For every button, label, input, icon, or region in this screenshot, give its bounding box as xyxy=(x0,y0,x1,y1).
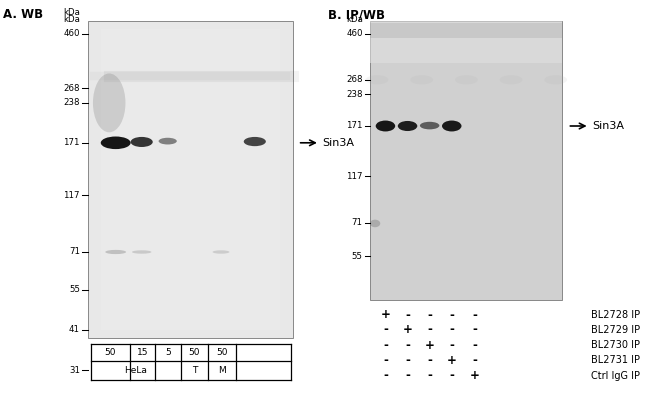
Bar xyxy=(88,21,292,338)
Ellipse shape xyxy=(420,122,439,129)
Text: BL2730 IP: BL2730 IP xyxy=(592,340,640,350)
Text: +: + xyxy=(469,370,480,382)
Text: -: - xyxy=(427,309,432,321)
Text: HeLa: HeLa xyxy=(124,366,148,375)
Text: -: - xyxy=(427,354,432,367)
Text: 268: 268 xyxy=(346,75,363,84)
Text: 50: 50 xyxy=(188,348,200,357)
Ellipse shape xyxy=(213,250,229,254)
Text: -: - xyxy=(449,323,454,336)
Text: -: - xyxy=(405,339,410,352)
Text: +: + xyxy=(424,339,435,352)
Text: -: - xyxy=(472,323,477,336)
Text: +: + xyxy=(380,309,391,321)
Text: 268: 268 xyxy=(64,84,80,93)
Text: Ctrl IgG IP: Ctrl IgG IP xyxy=(592,371,640,381)
Ellipse shape xyxy=(398,121,417,131)
Text: BL2729 IP: BL2729 IP xyxy=(591,325,640,335)
Text: Sin3A: Sin3A xyxy=(592,121,624,131)
Text: T: T xyxy=(192,366,197,375)
Text: 71: 71 xyxy=(352,218,363,227)
Text: 117: 117 xyxy=(64,191,80,200)
Text: -: - xyxy=(383,323,388,336)
Text: 50: 50 xyxy=(216,348,228,357)
Text: -: - xyxy=(472,309,477,321)
Text: kDa: kDa xyxy=(346,15,363,24)
Text: 5: 5 xyxy=(165,348,170,357)
Text: 55: 55 xyxy=(352,252,363,261)
Ellipse shape xyxy=(376,121,395,131)
Text: 15: 15 xyxy=(136,348,148,357)
Text: -: - xyxy=(449,309,454,321)
Text: 50: 50 xyxy=(105,348,116,357)
Text: M: M xyxy=(218,366,226,375)
Ellipse shape xyxy=(442,121,462,131)
Text: 55: 55 xyxy=(69,285,80,294)
Text: BL2731 IP: BL2731 IP xyxy=(592,355,640,365)
Text: 238: 238 xyxy=(64,98,80,108)
Text: -: - xyxy=(383,354,388,367)
Text: kDa: kDa xyxy=(63,8,80,17)
Text: 460: 460 xyxy=(64,29,80,38)
Text: -: - xyxy=(472,354,477,367)
Text: 71: 71 xyxy=(69,247,80,257)
Text: -: - xyxy=(427,323,432,336)
Ellipse shape xyxy=(93,74,125,132)
Ellipse shape xyxy=(365,75,389,84)
Ellipse shape xyxy=(244,137,266,146)
Text: -: - xyxy=(472,339,477,352)
Text: 41: 41 xyxy=(69,325,80,334)
Text: -: - xyxy=(449,339,454,352)
Ellipse shape xyxy=(101,136,131,149)
Text: BL2728 IP: BL2728 IP xyxy=(591,310,640,320)
Text: 460: 460 xyxy=(346,29,363,38)
Text: -: - xyxy=(383,370,388,382)
Text: A. WB: A. WB xyxy=(3,8,44,21)
Text: 238: 238 xyxy=(346,89,363,99)
Text: 171: 171 xyxy=(346,121,363,131)
Bar xyxy=(370,21,562,300)
Ellipse shape xyxy=(545,75,567,84)
Text: -: - xyxy=(427,370,432,382)
Text: +: + xyxy=(447,354,457,367)
Ellipse shape xyxy=(132,250,151,254)
Bar xyxy=(370,21,562,63)
Bar xyxy=(101,29,280,330)
Text: -: - xyxy=(405,309,410,321)
Ellipse shape xyxy=(159,138,177,144)
Ellipse shape xyxy=(410,75,433,84)
Text: -: - xyxy=(383,339,388,352)
Text: -: - xyxy=(405,370,410,382)
Text: 117: 117 xyxy=(346,172,363,181)
Text: kDa: kDa xyxy=(63,15,80,24)
Ellipse shape xyxy=(131,137,153,147)
Text: 171: 171 xyxy=(64,138,80,147)
Bar xyxy=(370,23,562,38)
Ellipse shape xyxy=(370,220,380,227)
Text: +: + xyxy=(402,323,413,336)
Text: -: - xyxy=(449,370,454,382)
Ellipse shape xyxy=(500,75,523,84)
Ellipse shape xyxy=(105,250,126,254)
Ellipse shape xyxy=(455,75,478,84)
Text: -: - xyxy=(405,354,410,367)
Text: 31: 31 xyxy=(69,366,80,375)
Text: B. IP/WB: B. IP/WB xyxy=(328,8,385,21)
Text: Sin3A: Sin3A xyxy=(322,138,354,148)
